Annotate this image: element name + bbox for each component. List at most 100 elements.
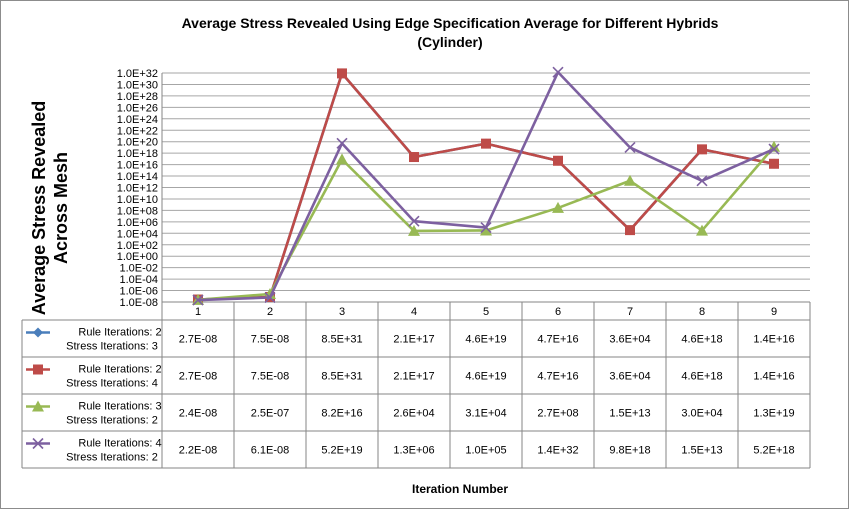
- table-cell: 2.6E+04: [393, 408, 434, 420]
- y-tick-label: 1.0E-08: [119, 297, 158, 309]
- y-tick-label: 1.0E+32: [117, 68, 158, 80]
- legend-label: Stress Iterations: 2: [66, 415, 158, 427]
- legend-label: Rule Iterations: 2: [78, 327, 161, 339]
- data-point: [624, 174, 636, 186]
- legend-label: Stress Iterations: 2: [66, 452, 158, 464]
- series-line: [197, 70, 775, 302]
- table-cell: 5.2E+18: [753, 445, 794, 457]
- y-tick-label: 1.0E+24: [117, 114, 158, 126]
- table-cell: 2.2E-08: [179, 445, 218, 457]
- table-cell: 1.4E+16: [753, 371, 794, 383]
- table-cell: 1.3E+19: [753, 408, 794, 420]
- data-point: [552, 66, 564, 78]
- legend-label: Rule Iterations: 4: [78, 438, 161, 450]
- data-point: [336, 137, 348, 149]
- y-tick-label: 1.0E+12: [117, 183, 158, 195]
- legend-marker: [33, 364, 43, 375]
- y-tick-label: 1.0E+06: [117, 217, 158, 229]
- y-tick-label: 1.0E+08: [117, 205, 158, 217]
- table-cell: 3.1E+04: [465, 408, 506, 420]
- legend-marker: [32, 437, 44, 450]
- table-cell: 2.7E-08: [179, 371, 218, 383]
- legend-marker: [33, 327, 43, 338]
- chart-title-line1: Average Stress Revealed Using Edge Speci…: [181, 15, 719, 31]
- table-cell: 1.4E+32: [537, 445, 578, 457]
- legend-label: Stress Iterations: 4: [66, 378, 158, 390]
- table-cell: 4.6E+18: [681, 334, 722, 346]
- data-point: [480, 222, 492, 234]
- data-point: [480, 224, 492, 236]
- data-point: [697, 144, 707, 155]
- x-tick-label: 7: [627, 306, 633, 318]
- table-cell: 8.2E+16: [321, 408, 362, 420]
- data-point: [696, 175, 708, 187]
- y-tick-label: 1.0E+22: [117, 125, 158, 137]
- table-cell: 8.5E+31: [321, 371, 362, 383]
- table-cell: 4.6E+19: [465, 334, 506, 346]
- y-tick-label: 1.0E+14: [117, 171, 158, 183]
- data-point: [769, 158, 779, 169]
- y-tick-label: 1.0E+16: [117, 160, 158, 172]
- table-cell: 4.7E+16: [537, 334, 578, 346]
- data-point: [264, 287, 276, 299]
- x-tick-label: 2: [267, 306, 273, 318]
- legend-label: Rule Iterations: 3: [78, 401, 161, 413]
- y-tick-label: 1.0E+02: [117, 240, 158, 252]
- table-cell: 1.5E+13: [681, 445, 722, 457]
- table-cell: 2.7E+08: [537, 408, 578, 420]
- x-tick-label: 5: [483, 306, 489, 318]
- data-point: [552, 201, 564, 213]
- table-cell: 1.3E+06: [393, 445, 434, 457]
- data-point: [408, 224, 420, 236]
- table-cell: 3.0E+04: [681, 408, 722, 420]
- y-tick-label: 1.0E-06: [119, 286, 158, 298]
- x-tick-label: 8: [699, 306, 705, 318]
- table-cell: 9.8E+18: [609, 445, 650, 457]
- chart-title: Average Stress Revealed Using Edge Speci…: [100, 14, 800, 52]
- chart-title-line2: (Cylinder): [417, 34, 483, 50]
- series-line: [197, 145, 775, 302]
- table-cell: 4.6E+19: [465, 371, 506, 383]
- table-cell: 3.6E+04: [609, 371, 650, 383]
- table-cell: 5.2E+19: [321, 445, 362, 457]
- table-cell: 1.4E+16: [753, 334, 794, 346]
- y-tick-label: 1.0E+18: [117, 148, 158, 160]
- y-tick-label: 1.0E+28: [117, 91, 158, 103]
- table-cell: 3.6E+04: [609, 334, 650, 346]
- data-point: [624, 141, 636, 154]
- x-tick-label: 1: [195, 306, 201, 318]
- table-cell: 8.5E+31: [321, 334, 362, 346]
- data-point: [625, 225, 635, 236]
- table-cell: 2.1E+17: [393, 371, 434, 383]
- x-tick-label: 3: [339, 306, 345, 318]
- y-tick-label: 1.0E+10: [117, 194, 158, 206]
- table-cell: 6.1E-08: [251, 445, 290, 457]
- legend-label: Rule Iterations: 2: [78, 364, 161, 376]
- y-tick-label: 1.0E+04: [117, 228, 158, 240]
- data-point: [696, 224, 708, 236]
- table-cell: 2.5E-07: [251, 408, 290, 420]
- table-cell: 1.5E+13: [609, 408, 650, 420]
- data-point: [192, 294, 204, 306]
- x-axis-label: Iteration Number: [411, 482, 508, 496]
- y-tick-label: 1.0E-02: [119, 263, 158, 275]
- data-point: [768, 143, 780, 155]
- data-point: [264, 291, 276, 304]
- legend-marker: [32, 400, 44, 412]
- data-point: [337, 68, 347, 79]
- table-cell: 4.7E+16: [537, 371, 578, 383]
- data-point: [336, 153, 348, 165]
- y-tick-label: 1.0E+26: [117, 102, 158, 114]
- data-point: [481, 138, 491, 149]
- table-cell: 1.0E+05: [465, 445, 506, 457]
- x-tick-label: 6: [555, 306, 561, 318]
- y-tick-label: 1.0E-04: [119, 274, 158, 286]
- table-cell: 2.1E+17: [393, 334, 434, 346]
- x-tick-label: 4: [411, 306, 417, 318]
- legend-label: Stress Iterations: 3: [66, 341, 158, 353]
- data-point: [409, 152, 419, 163]
- data-point: [408, 215, 420, 227]
- y-tick-label: 1.0E+00: [117, 251, 158, 263]
- table-cell: 7.5E-08: [251, 371, 290, 383]
